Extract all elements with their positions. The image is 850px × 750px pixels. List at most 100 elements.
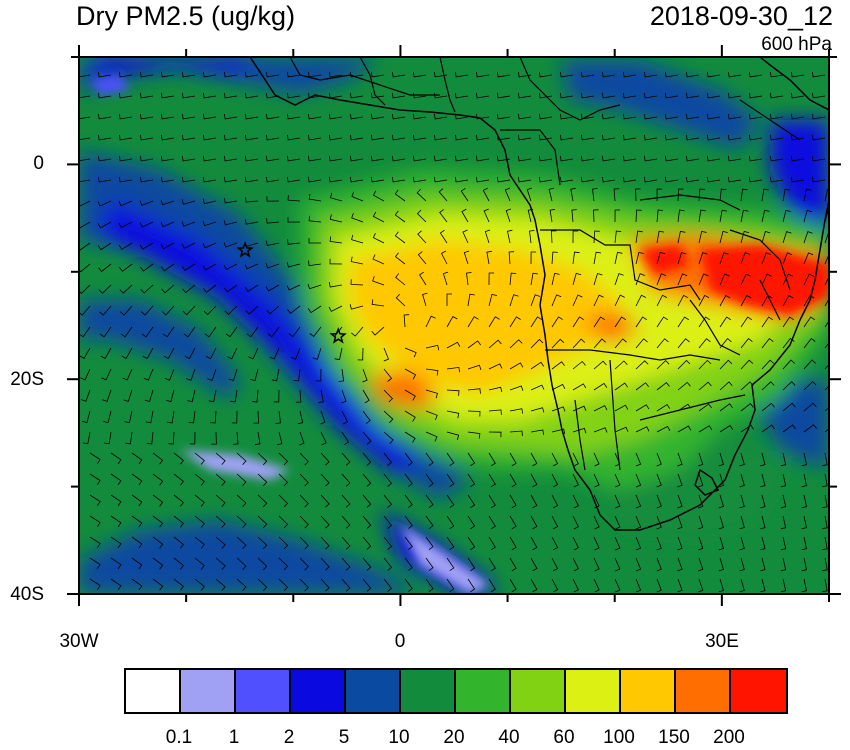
wind-barb bbox=[146, 431, 154, 445]
wind-barb bbox=[530, 338, 544, 349]
wind-barb bbox=[801, 536, 807, 551]
wind-barb bbox=[395, 273, 406, 286]
wind-barb bbox=[518, 155, 532, 162]
wind-barb bbox=[182, 155, 196, 162]
wind-barb bbox=[718, 515, 724, 530]
wind-barb bbox=[207, 368, 217, 381]
wind-barb bbox=[803, 316, 816, 328]
wind-barb bbox=[509, 452, 517, 467]
wind-barb bbox=[614, 230, 622, 244]
wind-barb bbox=[383, 557, 393, 571]
wind-barb bbox=[677, 425, 692, 433]
wind-barb bbox=[530, 578, 538, 593]
wind-barb bbox=[635, 251, 644, 265]
wind-barb bbox=[509, 494, 517, 509]
wind-barb bbox=[635, 360, 649, 370]
wind-barb bbox=[98, 176, 112, 183]
wind-barb bbox=[372, 276, 385, 286]
wind-barb bbox=[550, 230, 557, 244]
wind-barb bbox=[572, 294, 583, 307]
wind-barb bbox=[614, 578, 621, 593]
wind-barb bbox=[455, 155, 469, 162]
wind-barb bbox=[497, 176, 511, 183]
wind-barb bbox=[509, 430, 523, 437]
colorbar-swatch bbox=[401, 670, 456, 712]
wind-barb bbox=[761, 273, 772, 286]
wind-barb bbox=[215, 536, 226, 549]
wind-barb bbox=[677, 536, 683, 551]
wind-barb bbox=[812, 113, 826, 120]
wind-barb bbox=[140, 155, 154, 162]
wind-barb bbox=[740, 188, 748, 202]
wind-barb bbox=[739, 515, 745, 530]
wind-barb bbox=[509, 536, 517, 551]
wind-barb bbox=[467, 364, 482, 371]
wind-barb bbox=[295, 389, 302, 403]
wind-barb bbox=[509, 578, 517, 593]
wind-barb bbox=[614, 209, 621, 223]
wind-barb bbox=[698, 425, 713, 433]
wind-barb bbox=[476, 71, 490, 78]
wind-barb bbox=[245, 197, 259, 203]
wind-barb bbox=[761, 424, 776, 433]
colorbar-swatch bbox=[291, 670, 346, 712]
wind-barb bbox=[488, 293, 497, 307]
colorbar-swatch bbox=[511, 670, 566, 712]
wind-barb bbox=[698, 316, 711, 328]
wind-barb bbox=[254, 431, 261, 446]
wind-barb bbox=[425, 431, 438, 442]
wind-barb bbox=[602, 113, 616, 120]
wind-barb bbox=[572, 251, 580, 265]
wind-barb bbox=[614, 426, 629, 433]
wind-barb bbox=[812, 155, 826, 162]
wind-barb bbox=[181, 263, 196, 271]
wind-barb bbox=[120, 305, 133, 316]
wind-barb bbox=[236, 473, 247, 487]
wind-barb bbox=[245, 155, 259, 162]
wind-barb bbox=[572, 536, 579, 551]
wind-barb bbox=[173, 494, 184, 507]
wind-barb bbox=[446, 578, 455, 593]
wind-barb bbox=[551, 406, 566, 412]
wind-barb bbox=[740, 230, 750, 244]
wind-barb bbox=[119, 155, 133, 162]
wind-barb bbox=[299, 536, 309, 550]
wind-barb bbox=[467, 316, 479, 328]
wind-barb bbox=[362, 494, 372, 508]
wind-barb bbox=[686, 113, 700, 120]
wind-barb bbox=[362, 557, 372, 571]
wind-barb bbox=[320, 431, 327, 446]
wind-barb bbox=[614, 273, 624, 286]
wind-barb bbox=[698, 403, 713, 412]
wind-barb bbox=[635, 515, 642, 530]
wind-barb bbox=[446, 293, 452, 306]
wind-barb bbox=[509, 385, 524, 391]
wind-barb bbox=[287, 176, 301, 183]
wind-barb bbox=[509, 473, 517, 488]
wind-barb bbox=[372, 254, 385, 265]
wind-barb bbox=[341, 557, 351, 571]
wind-barb bbox=[614, 515, 621, 530]
wind-barb bbox=[257, 452, 268, 466]
wind-barb bbox=[803, 231, 813, 244]
wind-barb bbox=[362, 515, 372, 529]
wind-barb bbox=[371, 176, 385, 183]
pressure-level: 600 hPa bbox=[761, 34, 832, 55]
wind-barb bbox=[160, 221, 175, 228]
wind-barb bbox=[572, 338, 586, 349]
wind-barb bbox=[719, 381, 733, 391]
wind-barbs bbox=[79, 71, 829, 593]
wind-barb bbox=[341, 536, 351, 550]
wind-barb bbox=[224, 134, 238, 141]
wind-barb bbox=[425, 578, 434, 593]
wind-barb bbox=[593, 427, 608, 433]
wind-barb bbox=[110, 578, 122, 591]
wind-barb bbox=[245, 71, 259, 78]
wind-barb bbox=[644, 134, 658, 141]
wind-barb bbox=[656, 536, 662, 551]
wind-barb bbox=[488, 272, 495, 286]
wind-barb bbox=[202, 263, 217, 271]
wind-barb bbox=[223, 219, 238, 226]
wind-barb bbox=[110, 473, 122, 486]
wind-barb bbox=[204, 326, 217, 338]
